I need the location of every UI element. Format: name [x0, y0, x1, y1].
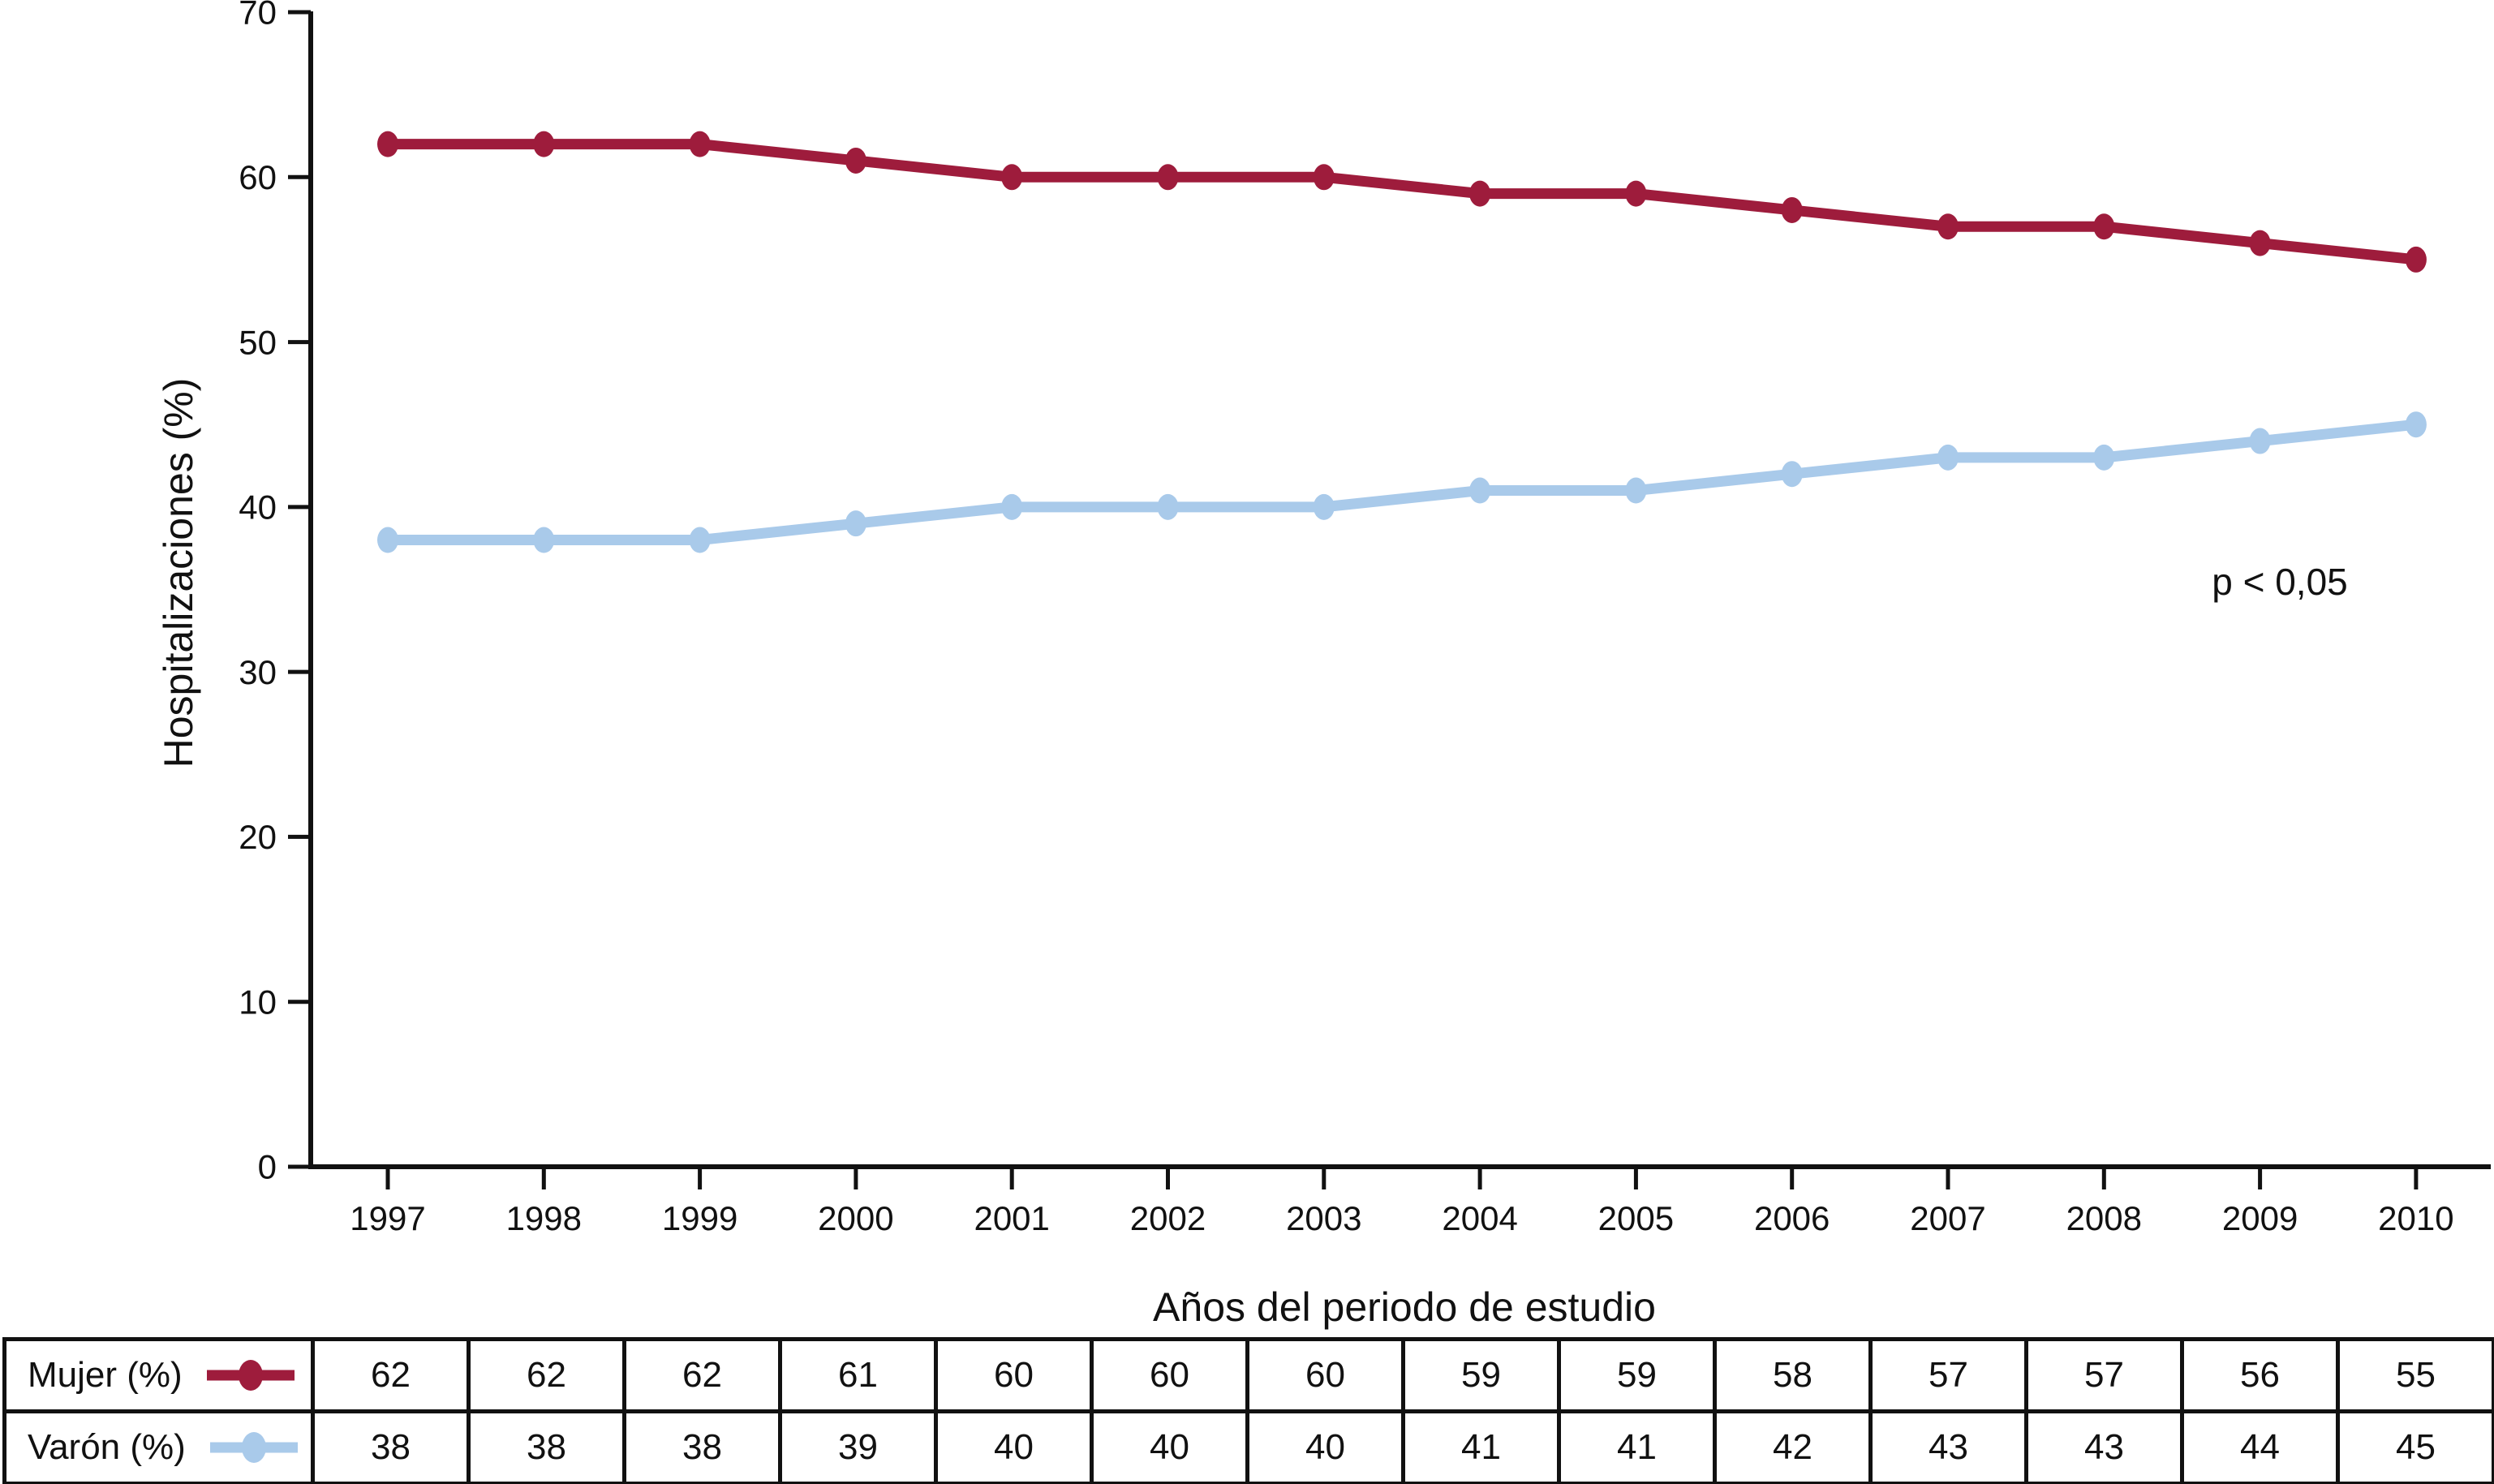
table-cell-varon-2004: 41 [1401, 1409, 1561, 1484]
x-tick-label: 2002 [1130, 1199, 1206, 1237]
x-tick-label: 2008 [2066, 1199, 2142, 1237]
line-chart: 0 10 20 30 40 50 60 70 1997 1998 1999 2000 2001 2002 2… [156, 0, 2491, 1330]
series-marker-mujer [533, 131, 555, 157]
x-tick-label: 2007 [1910, 1199, 1985, 1237]
series-marker-mujer [1781, 196, 1803, 223]
table-cell-varon-2009: 44 [2180, 1409, 2340, 1484]
series-marker-mujer [1157, 164, 1179, 191]
legend-marker-mujer-icon [206, 1360, 295, 1391]
y-tick-label: 60 [239, 158, 277, 196]
y-tick-label: 30 [239, 653, 277, 691]
series-marker-mujer [1469, 180, 1491, 207]
table-cell-varon-2006: 42 [1713, 1409, 1873, 1484]
table-cell-varon-2010: 45 [2336, 1409, 2494, 1484]
table-cell-varon-1999: 38 [622, 1409, 782, 1484]
series-marker-varon [1781, 461, 1803, 488]
table-cell-mujer-2007: 57 [1868, 1337, 2028, 1413]
series-marker-varon [2405, 411, 2427, 438]
table-cell-mujer-2003: 60 [1245, 1337, 1405, 1413]
series-marker-varon [533, 527, 555, 553]
x-axis-title: Años del periodo de estudio [1153, 1284, 1656, 1330]
table-row-mujer: Mujer (%) 62 62 62 61 60 60 60 59 59 58 57 57 56 55 [2, 1337, 2494, 1413]
series-marker-mujer [845, 147, 866, 174]
row-label-mujer: Mujer (%) [2, 1337, 315, 1413]
x-tick-label: 2000 [818, 1199, 893, 1237]
table-cell-varon-2008: 43 [2024, 1409, 2184, 1484]
table-row-varon: Varón (%) 38 38 38 39 40 40 40 41 41 42 43 43 44 45 [2, 1409, 2494, 1484]
table-cell-mujer-2002: 60 [1090, 1337, 1249, 1413]
table-cell-varon-1997: 38 [311, 1409, 471, 1484]
table-cell-varon-2000: 39 [778, 1409, 938, 1484]
p-value-annotation: p < 0,05 [2212, 561, 2348, 603]
row-label-text-mujer: Mujer (%) [28, 1355, 183, 1395]
legend-marker-varon-icon [209, 1432, 298, 1463]
series-marker-varon [1001, 493, 1023, 520]
table-cell-varon-2001: 40 [934, 1409, 1094, 1484]
x-tick-label: 2001 [974, 1199, 1049, 1237]
row-label-varon: Varón (%) [2, 1409, 315, 1484]
x-tick-label: 2009 [2222, 1199, 2298, 1237]
table-cell-varon-2002: 40 [1090, 1409, 1249, 1484]
table-cell-varon-2007: 43 [1868, 1409, 2028, 1484]
data-table: Mujer (%) 62 62 62 61 60 60 60 59 59 58 57 57 56 55 Var… [2, 1337, 2494, 1484]
series-marker-varon [1937, 444, 1959, 471]
row-label-text-varon: Varón (%) [28, 1427, 186, 1467]
series-marker-varon [2249, 428, 2271, 454]
series-marker-mujer [377, 131, 398, 157]
table-cell-mujer-2004: 59 [1401, 1337, 1561, 1413]
series-marker-varon [845, 510, 866, 537]
y-tick-label: 20 [239, 818, 277, 856]
table-cell-mujer-1999: 62 [622, 1337, 782, 1413]
series-marker-varon [1469, 477, 1491, 504]
table-cell-mujer-1998: 62 [467, 1337, 626, 1413]
x-tick-label: 1997 [350, 1199, 425, 1237]
series-marker-mujer [2249, 230, 2271, 256]
y-tick-label: 10 [239, 983, 277, 1021]
series-marker-varon [2093, 444, 2115, 471]
series-marker-varon [1157, 493, 1179, 520]
y-tick-label: 40 [239, 488, 277, 527]
series-marker-mujer [1313, 164, 1335, 191]
series-marker-varon [377, 527, 398, 553]
table-cell-mujer-2008: 57 [2024, 1337, 2184, 1413]
table-cell-mujer-2010: 55 [2336, 1337, 2494, 1413]
x-tick-label: 2010 [2378, 1199, 2453, 1237]
series-marker-mujer [2093, 213, 2115, 240]
y-axis-title: Hospitalizaciones (%) [156, 378, 201, 768]
x-tick-label: 2005 [1598, 1199, 1674, 1237]
table-cell-mujer-2005: 59 [1557, 1337, 1717, 1413]
table-cell-mujer-2001: 60 [934, 1337, 1094, 1413]
series-marker-varon [1625, 477, 1647, 504]
table-cell-mujer-1997: 62 [311, 1337, 471, 1413]
x-tick-label: 2004 [1442, 1199, 1517, 1237]
series-line-varon [382, 419, 2422, 546]
x-tick-label: 1999 [662, 1199, 737, 1237]
series-marker-varon [689, 527, 711, 553]
series-marker-mujer [2405, 246, 2427, 273]
table-cell-varon-2003: 40 [1245, 1409, 1405, 1484]
series-marker-mujer [689, 131, 711, 157]
table-cell-varon-1998: 38 [467, 1409, 626, 1484]
table-cell-mujer-2006: 58 [1713, 1337, 1873, 1413]
series-marker-varon [1313, 493, 1335, 520]
y-tick-label: 70 [239, 0, 277, 32]
table-cell-varon-2005: 41 [1557, 1409, 1717, 1484]
table-cell-mujer-2009: 56 [2180, 1337, 2340, 1413]
series-marker-mujer [1001, 164, 1023, 191]
y-tick-label: 50 [239, 323, 277, 361]
y-tick-label: 0 [258, 1148, 277, 1186]
x-tick-label: 2006 [1754, 1199, 1830, 1237]
table-cell-mujer-2000: 61 [778, 1337, 938, 1413]
x-tick-label: 1998 [506, 1199, 582, 1237]
series-line-mujer [382, 139, 2422, 265]
series-marker-mujer [1625, 180, 1647, 207]
series-marker-mujer [1937, 213, 1959, 240]
x-tick-label: 2003 [1286, 1199, 1361, 1237]
